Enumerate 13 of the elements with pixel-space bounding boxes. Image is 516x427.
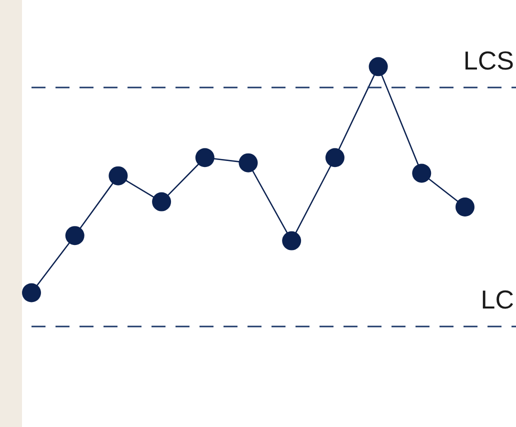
ref-line-label: LC <box>480 284 514 315</box>
point <box>195 148 214 168</box>
point <box>368 57 388 76</box>
point <box>238 153 258 172</box>
point <box>108 166 128 186</box>
point <box>22 283 41 302</box>
point <box>282 231 302 250</box>
point <box>152 192 172 212</box>
ref-line-label: LCS <box>463 46 514 76</box>
point <box>456 198 474 217</box>
point <box>325 148 344 168</box>
point <box>65 226 84 246</box>
point <box>412 164 432 183</box>
